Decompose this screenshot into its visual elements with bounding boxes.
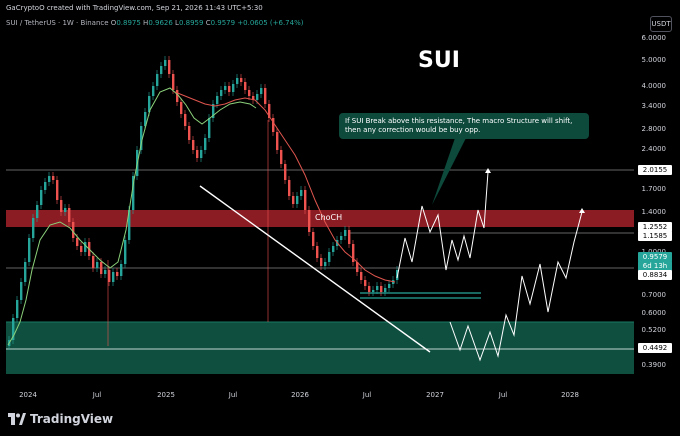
brand-name: TradingView xyxy=(30,412,114,426)
change-value: +0.0605 (+6.74%) xyxy=(237,19,304,27)
note-pointer xyxy=(432,138,466,205)
high-value: 0.9626 xyxy=(148,19,173,27)
y-tick: 2.4000 xyxy=(641,145,667,153)
y-tick: 2.8000 xyxy=(641,125,667,133)
countdown-label: 6d 13h xyxy=(638,261,672,271)
price-label: 2.0155 xyxy=(638,165,672,175)
support-zone xyxy=(6,322,634,374)
credit-line: GaCryptoO created with TradingView.com, … xyxy=(6,4,263,12)
y-tick: 0.3900 xyxy=(641,361,667,369)
y-tick: 4.0000 xyxy=(641,82,667,90)
ema-line xyxy=(174,91,396,283)
quote-currency-button[interactable]: USDT xyxy=(650,16,672,32)
x-tick: 2025 xyxy=(157,391,175,399)
low-label: L xyxy=(175,19,179,27)
close-label: C xyxy=(205,19,211,27)
last-price-label: 0.9579 xyxy=(638,252,672,262)
y-tick: 3.4000 xyxy=(641,102,667,110)
sma-line xyxy=(7,87,257,346)
y-tick: 0.5200 xyxy=(641,326,667,334)
low-value: 0.8959 xyxy=(178,19,204,27)
projection-path-long xyxy=(449,211,583,362)
open-label: O xyxy=(110,19,117,27)
projection-path-short xyxy=(396,171,489,279)
x-tick: Jul xyxy=(228,391,238,399)
y-tick: 0.6000 xyxy=(641,309,667,317)
note-callout[interactable]: If SUI Break above this resistance, The … xyxy=(339,113,589,139)
chart-title: SUI xyxy=(418,48,460,73)
symbol-legend[interactable]: SUI / TetherUS · 1W · Binance O0.8975 H0… xyxy=(6,19,303,27)
y-tick: 1.7000 xyxy=(641,185,667,193)
x-tick: Jul xyxy=(362,391,372,399)
descending-trendline[interactable] xyxy=(199,185,431,353)
y-tick: 0.7000 xyxy=(641,291,667,299)
x-tick: 2026 xyxy=(291,391,309,399)
tradingview-logo-icon xyxy=(8,413,26,425)
x-tick: 2024 xyxy=(19,391,37,399)
x-tick: 2027 xyxy=(426,391,444,399)
y-tick: 1.4000 xyxy=(641,208,667,216)
x-tick: 2028 xyxy=(561,391,579,399)
x-tick: Jul xyxy=(498,391,508,399)
tradingview-brand[interactable]: TradingView xyxy=(8,412,113,426)
open-value: 0.8975 xyxy=(116,19,141,27)
price-label: 0.8834 xyxy=(638,270,672,280)
choch-label: ChoCH xyxy=(315,213,343,222)
y-tick: 6.0000 xyxy=(641,34,667,42)
price-label: 1.2552 xyxy=(638,222,672,232)
x-tick: Jul xyxy=(92,391,102,399)
y-tick: 5.0000 xyxy=(641,56,667,64)
candlestick-series xyxy=(8,56,399,350)
price-label: 1.1585 xyxy=(638,231,672,241)
close-value: 0.9579 xyxy=(210,19,236,27)
symbol-name[interactable]: SUI / TetherUS · 1W · Binance xyxy=(6,19,109,27)
price-label: 0.4492 xyxy=(638,343,672,353)
high-label: H xyxy=(143,19,149,27)
